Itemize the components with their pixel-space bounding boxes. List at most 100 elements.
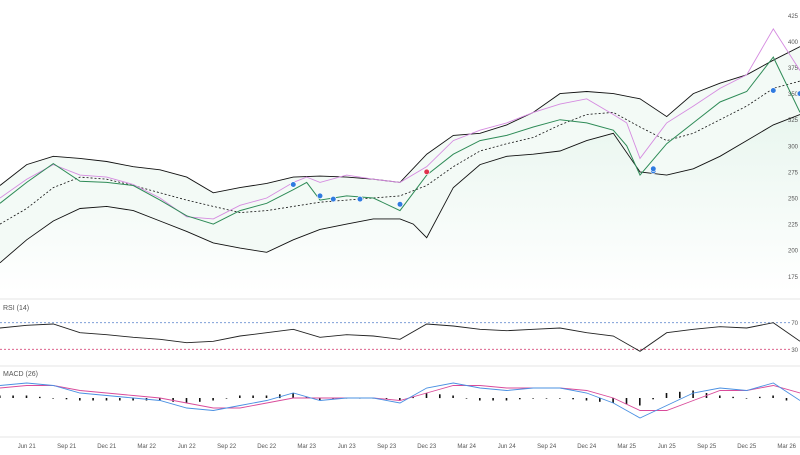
signal-marker bbox=[396, 201, 404, 208]
macd-histogram-bar bbox=[332, 398, 334, 400]
price-tick-label: 425 bbox=[788, 14, 799, 20]
macd-histogram-bar bbox=[785, 398, 788, 401]
macd-histogram-bar bbox=[652, 398, 654, 400]
x-tick-label: Dec 25 bbox=[737, 444, 757, 450]
macd-histogram-bar bbox=[465, 398, 468, 399]
x-tick-label: Sep 25 bbox=[697, 444, 717, 450]
signal-marker bbox=[796, 90, 800, 97]
macd-histogram-bar bbox=[279, 394, 281, 399]
x-tick-label: Sep 22 bbox=[217, 444, 237, 450]
price-tick-label: 275 bbox=[788, 170, 799, 176]
macd-histogram-bar bbox=[479, 398, 481, 401]
macd-histogram-bar bbox=[12, 395, 14, 398]
macd-histogram-bar bbox=[732, 396, 734, 399]
macd-histogram-bar bbox=[519, 398, 521, 400]
macd-histogram-bar bbox=[559, 398, 561, 399]
macd-histogram-bar bbox=[225, 398, 228, 399]
macd-panel bbox=[0, 382, 800, 419]
macd-histogram-bar bbox=[39, 396, 41, 399]
macd-histogram-bar bbox=[665, 393, 668, 398]
x-axis: Jun 21 Sep 21 Dec 21 Mar 22 Jun 22 Sep 22 Dec … bbox=[18, 444, 797, 450]
macd-histogram-bar bbox=[159, 398, 161, 401]
x-tick-label: Sep 24 bbox=[537, 444, 557, 450]
x-tick-label: Sep 21 bbox=[57, 444, 77, 450]
macd-histogram-bar bbox=[199, 398, 201, 402]
macd-histogram-bar bbox=[172, 398, 174, 402]
rsi-title: RSI (14) bbox=[3, 305, 29, 312]
band-fill bbox=[0, 46, 800, 263]
lower-band-line bbox=[0, 114, 800, 264]
macd-histogram-bar bbox=[759, 396, 761, 399]
x-tick-label: Dec 23 bbox=[417, 444, 437, 450]
macd-histogram-bar bbox=[425, 393, 428, 398]
signal-marker bbox=[290, 181, 297, 188]
macd-histogram-bar bbox=[119, 398, 121, 401]
macd-histogram-bar bbox=[719, 395, 721, 398]
x-tick-label: Sep 23 bbox=[377, 444, 397, 450]
macd-histogram-bar bbox=[625, 398, 628, 405]
macd-histogram-bar bbox=[319, 398, 321, 401]
macd-histogram-bar bbox=[265, 395, 268, 398]
macd-histogram-bar bbox=[639, 398, 641, 406]
rsi-tick-label: 30 bbox=[791, 348, 798, 354]
macd-histogram-bar bbox=[92, 398, 94, 401]
x-tick-label: Mar 23 bbox=[297, 444, 316, 450]
signal-marker bbox=[770, 87, 777, 94]
x-tick-label: Mar 22 bbox=[137, 444, 156, 450]
price-series-line bbox=[0, 56, 800, 225]
macd-line bbox=[0, 382, 800, 419]
signal-marker bbox=[330, 196, 337, 203]
macd-histogram-bar bbox=[572, 398, 574, 400]
x-tick-label: Dec 21 bbox=[97, 444, 117, 450]
x-tick-label: Jun 24 bbox=[498, 444, 517, 450]
macd-histogram-bar bbox=[212, 398, 214, 401]
compare-series-line bbox=[0, 28, 800, 220]
rsi-line bbox=[0, 322, 800, 352]
macd-histogram-bar bbox=[772, 395, 774, 398]
price-tick-label: 375 bbox=[788, 66, 799, 72]
macd-histogram-bar bbox=[492, 398, 494, 401]
macd-histogram-bar bbox=[0, 395, 1, 398]
macd-histogram-bar bbox=[412, 396, 414, 399]
x-tick-label: Mar 26 bbox=[777, 444, 796, 450]
signal-marker bbox=[316, 192, 324, 199]
macd-histogram-bar bbox=[452, 395, 454, 398]
x-tick-label: Jun 25 bbox=[658, 444, 677, 450]
price-tick-label: 350 bbox=[788, 92, 799, 98]
macd-histogram-bar bbox=[399, 398, 401, 401]
macd-histogram-bar bbox=[679, 391, 681, 399]
signal-marker bbox=[423, 168, 430, 175]
price-tick-label: 300 bbox=[788, 144, 799, 150]
macd-histogram-bar bbox=[532, 398, 534, 399]
macd-signal-line bbox=[0, 385, 800, 411]
macd-histogram-bar bbox=[439, 394, 441, 399]
x-tick-label: Dec 24 bbox=[577, 444, 597, 450]
macd-histogram-bar bbox=[692, 390, 694, 398]
macd-histogram-bar bbox=[745, 398, 748, 399]
macd-histogram-bar bbox=[612, 398, 614, 403]
price-panel: 175 200 225 250 275 300 325 350 375 400 425 bbox=[0, 14, 800, 292]
x-tick-label: Jun 22 bbox=[178, 444, 197, 450]
x-tick-label: Mar 24 bbox=[457, 444, 476, 450]
price-tick-label: 175 bbox=[788, 275, 799, 281]
macd-title: MACD (26) bbox=[3, 371, 38, 378]
signal-marker bbox=[650, 165, 657, 172]
macd-histogram-bar bbox=[132, 398, 134, 401]
lower-band-area bbox=[0, 114, 800, 292]
x-tick-label: Jun 23 bbox=[338, 444, 357, 450]
macd-histogram-bar bbox=[305, 396, 308, 399]
x-tick-label: Mar 25 bbox=[617, 444, 636, 450]
macd-histogram-bar bbox=[545, 398, 548, 399]
macd-histogram-bar bbox=[79, 398, 81, 401]
price-tick-label: 400 bbox=[788, 40, 799, 46]
macd-histogram-bar bbox=[385, 398, 388, 400]
macd-histogram-bar bbox=[185, 398, 188, 403]
macd-histogram-bar bbox=[52, 398, 54, 399]
rsi-tick-label: 70 bbox=[791, 321, 798, 327]
macd-histogram-bar bbox=[65, 398, 68, 400]
signal-marker bbox=[356, 196, 364, 203]
price-tick-label: 225 bbox=[788, 223, 799, 229]
macd-histogram-bar bbox=[25, 395, 28, 398]
